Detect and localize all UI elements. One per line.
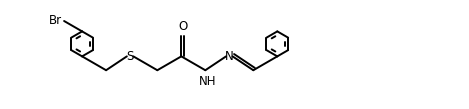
Text: NH: NH xyxy=(198,75,216,88)
Text: Br: Br xyxy=(49,14,62,27)
Text: O: O xyxy=(178,20,187,33)
Text: N: N xyxy=(225,50,234,63)
Text: S: S xyxy=(127,50,134,63)
